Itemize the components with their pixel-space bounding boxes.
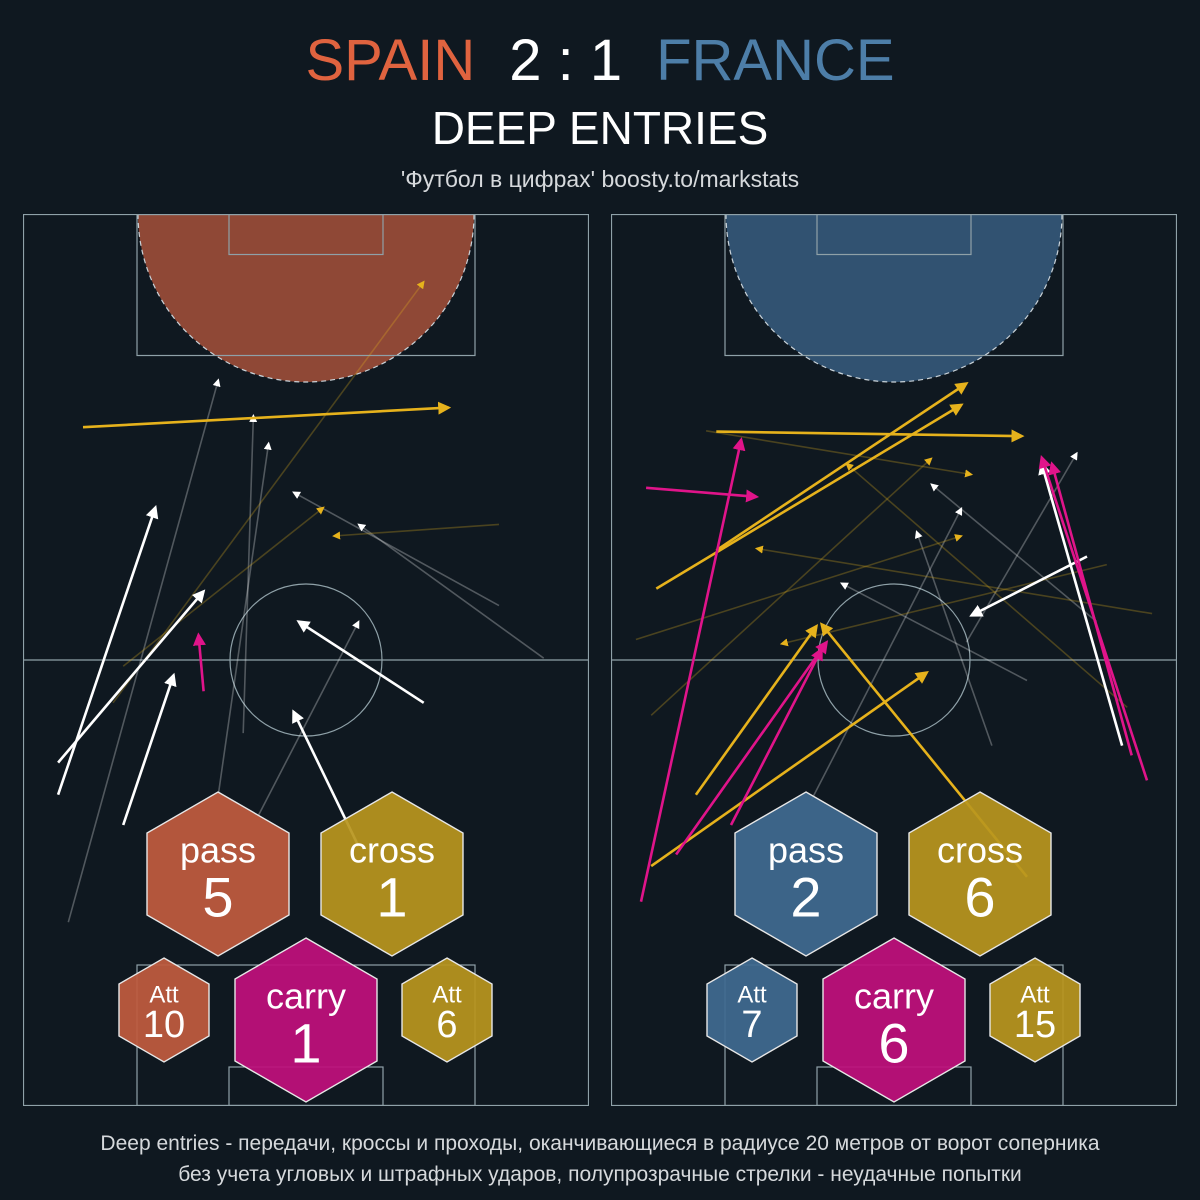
cross-arrow-unsuccessful <box>650 457 933 716</box>
carry-label: carry <box>266 976 346 1017</box>
pass-label: pass <box>768 830 844 871</box>
pass-hexagon <box>734 791 878 957</box>
home-team-name: SPAIN <box>305 28 476 93</box>
pass-hexagon <box>146 791 290 957</box>
carry-hexagon <box>822 937 966 1103</box>
cross-label: cross <box>349 830 435 871</box>
pass-label: pass <box>180 830 256 871</box>
cross-label: cross <box>937 830 1023 871</box>
att-right-hexagon <box>401 957 493 1063</box>
carry-hexagon <box>234 937 378 1103</box>
pass-arrow-unsuccessful <box>242 414 258 734</box>
pass-arrow-unsuccessful <box>914 530 993 746</box>
footnote-line-2: без учета угловых и штрафных ударов, пол… <box>178 1163 1022 1186</box>
carry-value: 1 <box>290 1012 321 1075</box>
cross-arrow <box>82 401 452 429</box>
att-left-value: 10 <box>143 1004 185 1046</box>
pass-arrow-unsuccessful <box>67 378 221 923</box>
carry-arrow <box>675 640 829 856</box>
pass-arrow-unsuccessful <box>810 506 963 801</box>
carry-arrow <box>1048 461 1133 756</box>
carry-value: 6 <box>878 1012 909 1075</box>
pass-arrow-unsuccessful <box>292 491 500 607</box>
pass-arrow <box>296 620 425 704</box>
pass-arrow <box>56 505 159 796</box>
cross-value: 6 <box>964 866 995 929</box>
cross-hexagon <box>320 791 464 957</box>
att-left-label: Att <box>149 982 179 1009</box>
att-left-value: 7 <box>741 1004 762 1046</box>
att-left-hexagon <box>706 957 798 1063</box>
att-right-label: Att <box>1020 982 1050 1009</box>
att-right-value: 15 <box>1014 1004 1056 1046</box>
pass-value: 5 <box>202 866 233 929</box>
pass-arrow <box>969 555 1088 617</box>
cross-arrow-unsuccessful <box>845 462 1128 708</box>
pitch-france: pass 2 cross 6 Att 7 carry 6 Att 15 <box>611 214 1177 1106</box>
carry-arrow <box>192 632 206 692</box>
cross-arrow <box>650 671 929 868</box>
pass-arrow-unsuccessful <box>217 441 272 795</box>
cross-value: 1 <box>376 866 407 929</box>
att-right-value: 6 <box>436 1004 457 1046</box>
pass-arrow-unsuccessful <box>965 451 1078 643</box>
cross-hexagon <box>908 791 1052 957</box>
footnote: Deep entries - передачи, кроссы и проход… <box>0 1128 1200 1190</box>
cross-arrow-unsuccessful <box>754 545 1153 615</box>
cross-arrow-unsuccessful <box>779 563 1107 647</box>
six-yard-box-top <box>228 214 384 256</box>
cross-arrow-unsuccessful <box>112 280 425 704</box>
pass-arrow <box>1038 461 1124 746</box>
pass-arrow-unsuccessful <box>257 620 360 816</box>
cross-arrow-unsuccessful <box>635 534 963 641</box>
carry-arrow <box>645 486 760 503</box>
footnote-line-1: Deep entries - передачи, кроссы и проход… <box>100 1132 1100 1155</box>
att-right-label: Att <box>432 982 462 1009</box>
pass-arrow <box>121 672 177 826</box>
cross-arrow-unsuccessful <box>705 430 974 478</box>
pass-arrow-unsuccessful <box>357 523 545 659</box>
att-right-hexagon <box>989 957 1081 1063</box>
carry-arrow <box>729 646 823 826</box>
att-left-hexagon <box>118 957 210 1063</box>
score-line: SPAIN 2 : 1 FRANCE <box>0 26 1200 96</box>
att-left-label: Att <box>737 982 767 1009</box>
cross-arrow <box>715 382 969 552</box>
carry-label: carry <box>854 976 934 1017</box>
chart-title: DEEP ENTRIES <box>431 102 769 154</box>
six-yard-box-top <box>816 214 972 256</box>
deep-zone-spain <box>137 214 475 383</box>
pass-arrow-unsuccessful <box>930 483 1098 623</box>
cross-arrow <box>716 429 1025 443</box>
pass-arrow-unsuccessful <box>839 582 1028 682</box>
pass-value: 2 <box>790 866 821 929</box>
cross-arrow-unsuccessful <box>332 523 500 540</box>
cross-arrow-unsuccessful <box>122 506 325 667</box>
match-score: 2 : 1 <box>509 28 623 93</box>
pitch-spain: pass 5 cross 1 Att 10 carry 1 Att 6 <box>23 214 589 1106</box>
credit-line: 'Футбол в цифрах' boosty.to/markstats <box>400 166 800 192</box>
cross-arrow <box>694 623 819 796</box>
pass-arrow <box>57 589 206 764</box>
carry-arrow <box>639 437 746 902</box>
away-team-name: FRANCE <box>656 28 895 93</box>
deep-zone-france <box>725 214 1063 383</box>
header: SPAIN 2 : 1 FRANCE DEEP ENTRIES 'Футбол в … <box>0 0 1200 210</box>
